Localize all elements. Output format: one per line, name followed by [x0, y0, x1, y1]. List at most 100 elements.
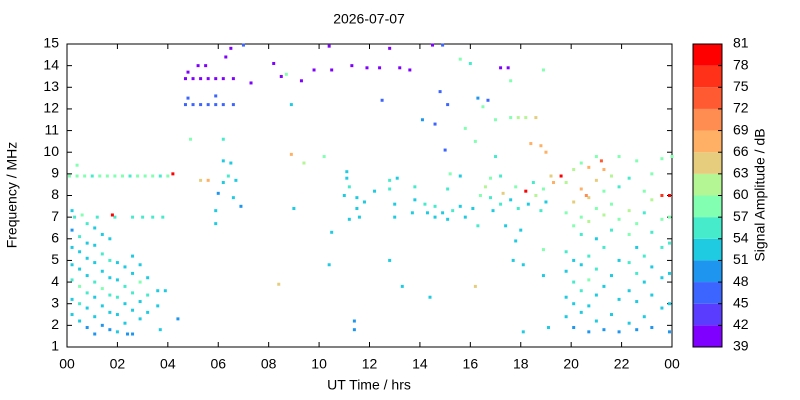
- data-point: [486, 98, 490, 102]
- colorbar-segment: [693, 282, 722, 304]
- data-point: [539, 144, 543, 148]
- data-point: [514, 239, 518, 243]
- data-point: [234, 178, 238, 182]
- data-point: [199, 103, 203, 107]
- data-point: [564, 181, 568, 185]
- data-point: [158, 328, 162, 332]
- data-point: [420, 118, 424, 122]
- data-point: [476, 96, 480, 100]
- data-point: [352, 319, 356, 323]
- data-point: [509, 79, 513, 83]
- data-point: [425, 211, 429, 215]
- data-point: [191, 103, 195, 107]
- data-point: [463, 126, 467, 130]
- data-point: [231, 77, 235, 81]
- data-point: [610, 202, 613, 206]
- data-point: [85, 256, 89, 260]
- data-point: [143, 174, 147, 178]
- data-point: [214, 103, 218, 107]
- data-point: [579, 310, 583, 314]
- data-point: [78, 250, 82, 254]
- y-tick-label: 3: [51, 294, 59, 310]
- data-point: [617, 258, 621, 262]
- data-point: [183, 103, 187, 107]
- data-point: [534, 116, 538, 120]
- colorbar-tick-label: 45: [733, 294, 749, 310]
- data-point: [594, 293, 598, 297]
- data-point: [100, 252, 104, 256]
- data-point: [70, 228, 74, 232]
- data-point: [451, 209, 455, 213]
- colorbar-tick-label: 60: [733, 186, 749, 202]
- data-point: [521, 263, 525, 267]
- data-point: [199, 178, 203, 182]
- data-point: [183, 77, 187, 81]
- y-axis-label: Frequency / MHz: [4, 142, 20, 249]
- data-point: [602, 245, 606, 249]
- data-point: [458, 204, 462, 208]
- data-point: [393, 215, 397, 219]
- data-point: [93, 261, 97, 265]
- colorbar-segment: [693, 303, 722, 326]
- data-point: [100, 232, 104, 236]
- data-point: [221, 77, 225, 81]
- data-point: [115, 261, 119, 265]
- data-point: [494, 118, 498, 122]
- x-tick-label: 06: [210, 356, 226, 372]
- data-point: [594, 206, 598, 210]
- data-point: [214, 94, 218, 98]
- colorbar-segment: [693, 65, 722, 88]
- data-point: [131, 254, 135, 258]
- data-point: [579, 215, 583, 219]
- data-point: [541, 68, 545, 72]
- data-point: [473, 284, 477, 288]
- data-point: [123, 265, 127, 269]
- data-point: [499, 66, 503, 70]
- y-tick-label: 14: [43, 56, 59, 72]
- data-point: [115, 313, 119, 317]
- data-point: [494, 155, 498, 159]
- data-point: [617, 330, 621, 334]
- data-point: [491, 209, 495, 213]
- data-point: [373, 189, 377, 193]
- data-point: [70, 209, 74, 213]
- data-point: [587, 254, 591, 258]
- data-point: [93, 315, 97, 319]
- data-point: [156, 289, 160, 293]
- data-point: [433, 204, 437, 208]
- data-point: [241, 43, 245, 47]
- data-point: [85, 326, 89, 330]
- chart-title: 2026-07-07: [333, 11, 405, 27]
- data-point: [481, 105, 485, 109]
- data-point: [166, 174, 170, 178]
- data-point: [85, 306, 89, 310]
- data-point: [93, 226, 97, 230]
- y-tick-label: 11: [44, 121, 59, 137]
- data-point: [516, 206, 520, 210]
- data-point: [115, 295, 119, 299]
- data-point: [146, 310, 150, 314]
- data-point: [509, 116, 513, 120]
- data-point: [564, 211, 568, 215]
- data-point: [128, 174, 132, 178]
- data-point: [110, 213, 114, 217]
- data-point: [635, 300, 639, 304]
- data-point: [138, 280, 142, 284]
- y-tick-label: 4: [51, 273, 59, 289]
- data-point: [85, 274, 89, 278]
- data-point: [302, 161, 306, 165]
- data-point: [541, 274, 545, 278]
- data-point: [572, 326, 576, 330]
- data-point: [594, 267, 598, 271]
- colorbar-segment: [693, 173, 722, 196]
- data-point: [120, 174, 124, 178]
- data-point: [146, 293, 150, 297]
- data-point: [642, 315, 646, 319]
- data-point: [448, 172, 452, 176]
- data-point: [650, 293, 654, 297]
- colorbar-segment: [693, 325, 722, 347]
- data-point: [617, 185, 621, 189]
- data-point: [206, 103, 210, 107]
- data-point: [458, 57, 462, 61]
- data-point: [123, 284, 127, 288]
